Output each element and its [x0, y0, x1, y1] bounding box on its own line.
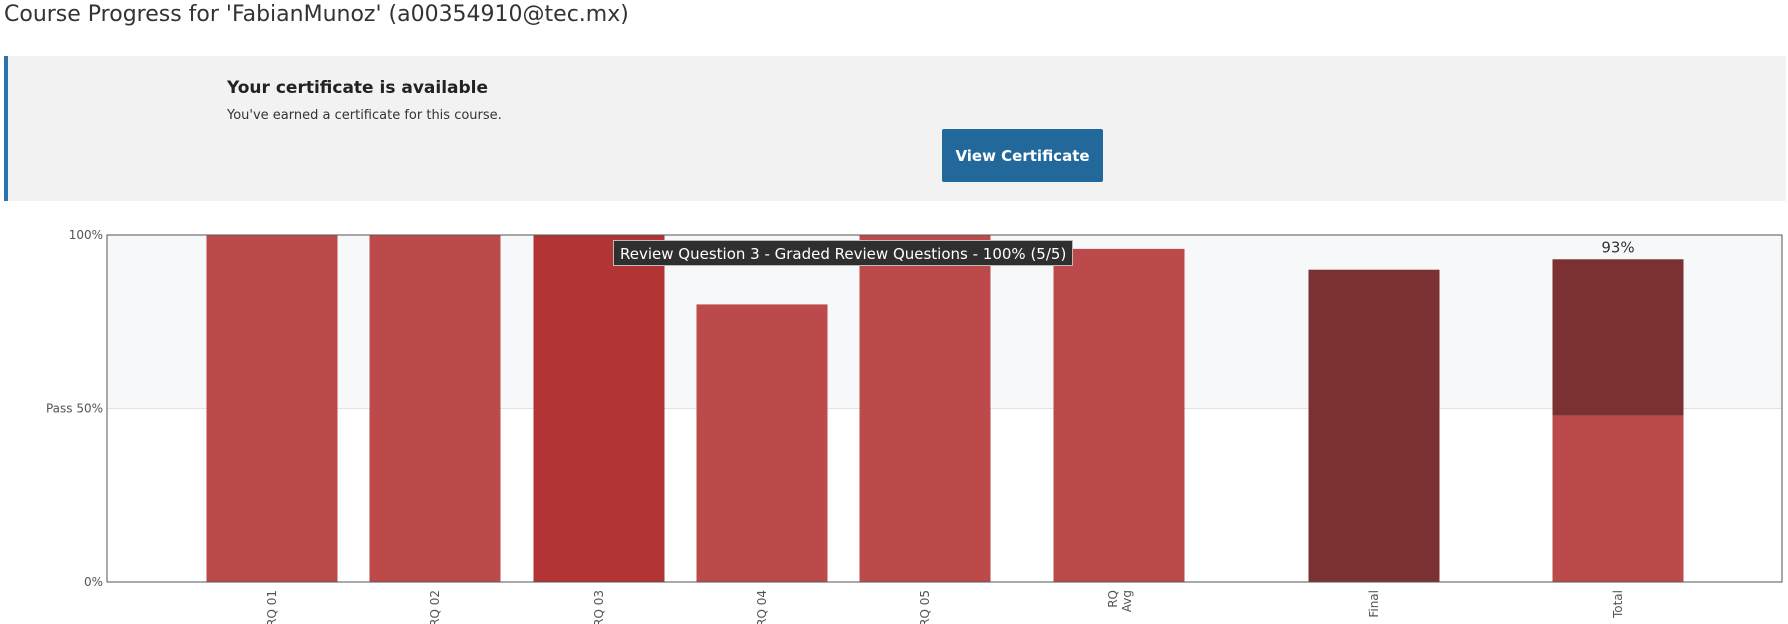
certificate-title: Your certificate is available [227, 78, 489, 98]
x-tick-label-total: Total [1611, 590, 1625, 619]
bar-rq-04 [696, 304, 828, 582]
x-tick-label-rq-avg: RQAvg [1106, 590, 1134, 612]
progress-chart: 0% Pass 50% 100% 93% RQ 01 RQ 02 RQ 03 RQ 04 RQ … [46, 228, 1783, 624]
view-certificate-button[interactable]: View Certificate [942, 129, 1103, 182]
bar-total-final-part [1552, 259, 1684, 416]
page-title: Course Progress for 'FabianMunoz' (a0035… [4, 2, 629, 27]
certificate-banner: Your certificate is available You've ear… [4, 56, 1786, 201]
plot-frame [106, 234, 1783, 583]
bar-rq-02 [369, 235, 501, 582]
certificate-description: You've earned a certificate for this cou… [227, 108, 502, 123]
bar-tooltip: Review Question 3 - Graded Review Questi… [613, 240, 1074, 266]
data-label-total: 93% [1601, 238, 1634, 256]
bar-total-rq-part [1552, 415, 1684, 582]
y-tick-label: 100% [69, 228, 103, 242]
bar-rq-avg [1053, 248, 1185, 582]
x-tick-label-rq-04: RQ 04 [755, 590, 769, 624]
bar-final [1308, 269, 1440, 582]
x-tick-label-rq-01: RQ 01 [265, 590, 279, 624]
x-tick-label-rq-02: RQ 02 [428, 590, 442, 624]
x-tick-label-rq-05: RQ 05 [918, 590, 932, 624]
y-tick-label: 0% [84, 575, 103, 589]
x-tick-label-final: Final [1367, 590, 1381, 618]
y-tick-label: Pass 50% [46, 402, 103, 416]
bar-rq-03 [533, 235, 665, 582]
x-tick-label-rq-03: RQ 03 [592, 590, 606, 624]
bar-rq-01 [206, 235, 338, 582]
bar-rq-05 [859, 235, 991, 582]
